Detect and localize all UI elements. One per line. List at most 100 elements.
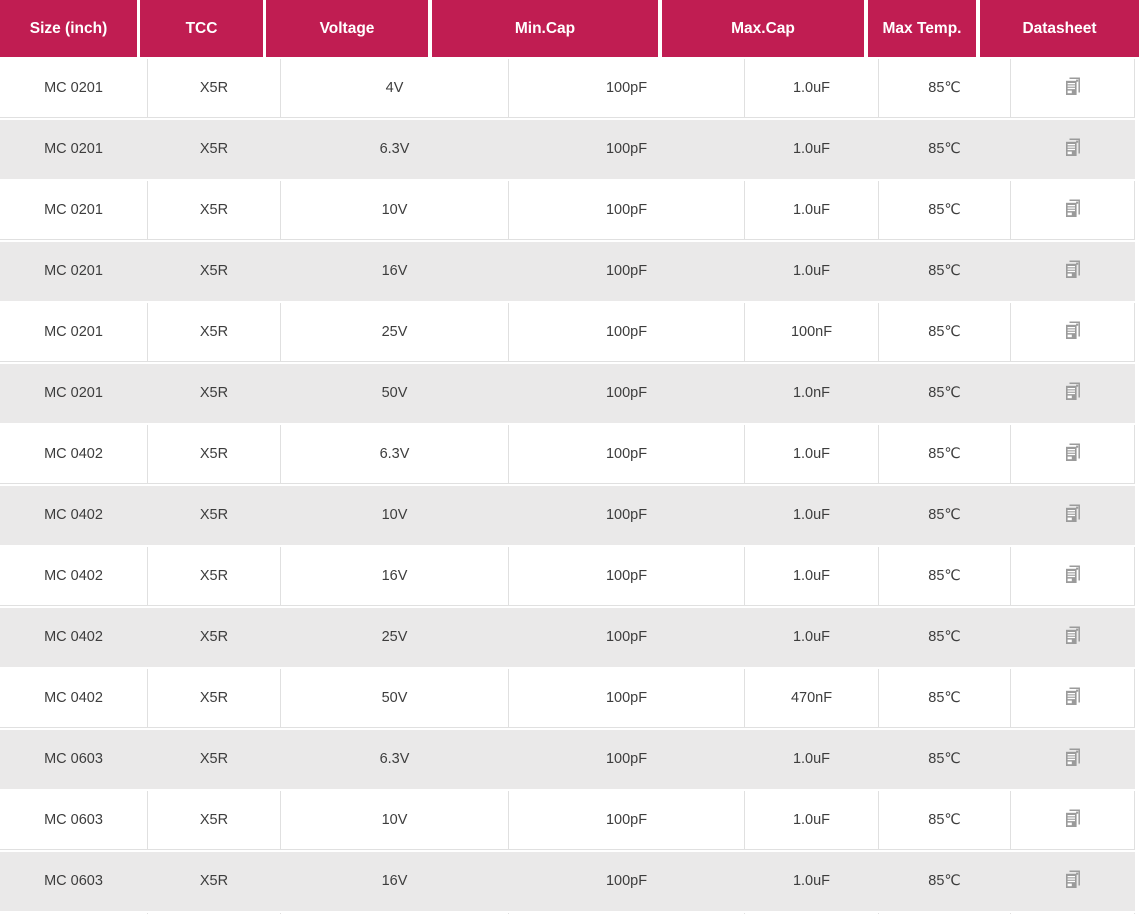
cell-voltage: 50V bbox=[281, 669, 509, 728]
datasheet-button[interactable] bbox=[1061, 562, 1085, 588]
cell-max-cap: 1.0uF bbox=[745, 120, 879, 179]
cell-tcc: X5R bbox=[148, 364, 281, 423]
cell-size: MC 0201 bbox=[0, 364, 148, 423]
cell-max-cap: 100nF bbox=[745, 303, 879, 362]
cell-voltage: 16V bbox=[281, 242, 509, 301]
cell-max-temp: 85℃ bbox=[879, 425, 1011, 484]
table-row: MC 0603 X5R 16V 100pF 1.0uF 85℃ bbox=[0, 852, 1135, 911]
cell-tcc: X5R bbox=[148, 242, 281, 301]
cell-size: MC 0603 bbox=[0, 791, 148, 850]
cell-max-temp: 85℃ bbox=[879, 181, 1011, 240]
cell-voltage: 6.3V bbox=[281, 425, 509, 484]
cell-size: MC 0603 bbox=[0, 852, 148, 911]
table-row: MC 0201 X5R 6.3V 100pF 1.0uF 85℃ bbox=[0, 120, 1135, 179]
cell-max-temp: 85℃ bbox=[879, 486, 1011, 545]
cell-voltage: 4V bbox=[281, 59, 509, 118]
document-copy-icon bbox=[1065, 443, 1080, 461]
cell-tcc: X5R bbox=[148, 425, 281, 484]
column-header-datasheet: Datasheet bbox=[980, 0, 1139, 57]
document-copy-icon bbox=[1065, 809, 1080, 827]
cell-tcc: X5R bbox=[148, 181, 281, 240]
datasheet-button[interactable] bbox=[1061, 501, 1085, 527]
datasheet-button[interactable] bbox=[1061, 318, 1085, 344]
cell-min-cap: 100pF bbox=[509, 608, 745, 667]
cell-tcc: X5R bbox=[148, 608, 281, 667]
cell-max-cap: 470nF bbox=[745, 669, 879, 728]
table-row: MC 0402 X5R 50V 100pF 470nF 85℃ bbox=[0, 669, 1135, 728]
table-header: Size (inch) TCC Voltage Min.Cap Max.Cap … bbox=[0, 0, 1139, 57]
cell-min-cap: 100pF bbox=[509, 120, 745, 179]
datasheet-button[interactable] bbox=[1061, 74, 1085, 100]
table-row: MC 0402 X5R 16V 100pF 1.0uF 85℃ bbox=[0, 547, 1135, 606]
cell-max-cap: 1.0uF bbox=[745, 791, 879, 850]
datasheet-button[interactable] bbox=[1061, 135, 1085, 161]
cell-max-temp: 85℃ bbox=[879, 852, 1011, 911]
table-row: MC 0603 X5R 6.3V 100pF 1.0uF 85℃ bbox=[0, 730, 1135, 789]
cell-voltage: 10V bbox=[281, 791, 509, 850]
cell-datasheet bbox=[1011, 364, 1135, 423]
cell-datasheet bbox=[1011, 181, 1135, 240]
column-header-tcc: TCC bbox=[140, 0, 263, 57]
cell-datasheet bbox=[1011, 852, 1135, 911]
cell-size: MC 0201 bbox=[0, 59, 148, 118]
cell-tcc: X5R bbox=[148, 59, 281, 118]
cell-size: MC 0603 bbox=[0, 730, 148, 789]
datasheet-button[interactable] bbox=[1061, 623, 1085, 649]
cell-min-cap: 100pF bbox=[509, 791, 745, 850]
column-header-size: Size (inch) bbox=[0, 0, 137, 57]
datasheet-button[interactable] bbox=[1061, 867, 1085, 893]
document-copy-icon bbox=[1065, 504, 1080, 522]
datasheet-button[interactable] bbox=[1061, 196, 1085, 222]
cell-max-temp: 85℃ bbox=[879, 59, 1011, 118]
datasheet-button[interactable] bbox=[1061, 745, 1085, 771]
document-copy-icon bbox=[1065, 748, 1080, 766]
table-row: MC 0402 X5R 10V 100pF 1.0uF 85℃ bbox=[0, 486, 1135, 545]
table-row: MC 0402 X5R 25V 100pF 1.0uF 85℃ bbox=[0, 608, 1135, 667]
cell-size: MC 0201 bbox=[0, 303, 148, 362]
datasheet-button[interactable] bbox=[1061, 684, 1085, 710]
cell-datasheet bbox=[1011, 547, 1135, 606]
cell-max-temp: 85℃ bbox=[879, 303, 1011, 362]
cell-min-cap: 100pF bbox=[509, 242, 745, 301]
cell-min-cap: 100pF bbox=[509, 181, 745, 240]
document-copy-icon bbox=[1065, 626, 1080, 644]
datasheet-button[interactable] bbox=[1061, 440, 1085, 466]
cell-max-cap: 1.0uF bbox=[745, 242, 879, 301]
datasheet-button[interactable] bbox=[1061, 257, 1085, 283]
cell-min-cap: 100pF bbox=[509, 364, 745, 423]
table-row: MC 0201 X5R 16V 100pF 1.0uF 85℃ bbox=[0, 242, 1135, 301]
cell-voltage: 16V bbox=[281, 547, 509, 606]
cell-voltage: 6.3V bbox=[281, 120, 509, 179]
cell-min-cap: 100pF bbox=[509, 547, 745, 606]
cell-max-cap: 1.0uF bbox=[745, 59, 879, 118]
table-body: MC 0201 X5R 4V 100pF 1.0uF 85℃ bbox=[0, 59, 1135, 914]
cell-size: MC 0402 bbox=[0, 547, 148, 606]
document-copy-icon bbox=[1065, 382, 1080, 400]
cell-min-cap: 100pF bbox=[509, 730, 745, 789]
cell-tcc: X5R bbox=[148, 730, 281, 789]
cell-min-cap: 100pF bbox=[509, 852, 745, 911]
datasheet-button[interactable] bbox=[1061, 806, 1085, 832]
cell-datasheet bbox=[1011, 120, 1135, 179]
document-copy-icon bbox=[1065, 138, 1080, 156]
cell-voltage: 10V bbox=[281, 486, 509, 545]
document-copy-icon bbox=[1065, 199, 1080, 217]
cell-voltage: 6.3V bbox=[281, 730, 509, 789]
datasheet-button[interactable] bbox=[1061, 379, 1085, 405]
spec-table: MC 0201 X5R 4V 100pF 1.0uF 85℃ bbox=[0, 57, 1135, 914]
cell-datasheet bbox=[1011, 791, 1135, 850]
cell-datasheet bbox=[1011, 608, 1135, 667]
table-row: MC 0201 X5R 10V 100pF 1.0uF 85℃ bbox=[0, 181, 1135, 240]
cell-max-cap: 1.0uF bbox=[745, 608, 879, 667]
table-row: MC 0201 X5R 50V 100pF 1.0nF 85℃ bbox=[0, 364, 1135, 423]
document-copy-icon bbox=[1065, 77, 1080, 95]
cell-size: MC 0201 bbox=[0, 120, 148, 179]
cell-datasheet bbox=[1011, 303, 1135, 362]
cell-max-cap: 1.0uF bbox=[745, 486, 879, 545]
cell-datasheet bbox=[1011, 730, 1135, 789]
document-copy-icon bbox=[1065, 321, 1080, 339]
cell-tcc: X5R bbox=[148, 486, 281, 545]
cell-min-cap: 100pF bbox=[509, 303, 745, 362]
cell-max-temp: 85℃ bbox=[879, 730, 1011, 789]
